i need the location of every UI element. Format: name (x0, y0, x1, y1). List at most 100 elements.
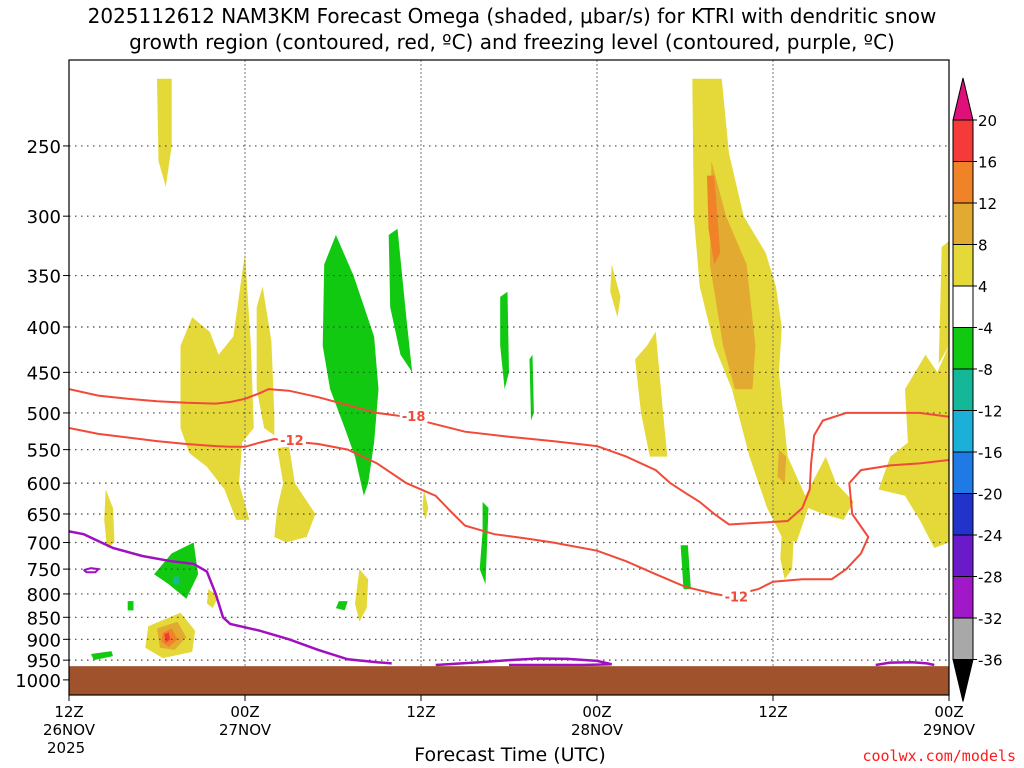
colorbar-label: -16 (978, 444, 1003, 462)
terrain-ground (69, 666, 949, 695)
y-tick-label: 500 (27, 404, 61, 425)
credit-text: coolwx.com/models (862, 747, 1016, 765)
freezing-level-arc (435, 657, 612, 667)
colorbar-bin (952, 202, 974, 245)
y-tick-label: 650 (27, 505, 61, 526)
colorbar-bin (952, 617, 974, 660)
omega-region (692, 78, 854, 543)
colorbar-label: -36 (978, 652, 1003, 670)
omega-region (500, 291, 509, 390)
y-tick-label: 400 (27, 318, 61, 339)
x-tick-date: 26NOV (43, 721, 96, 739)
x-tick-label: 12Z (406, 703, 435, 721)
y-tick-label: 1000 (15, 671, 61, 692)
omega-region (91, 651, 113, 661)
x-tick-label: 00Z (230, 703, 259, 721)
y-tick-label: 700 (27, 534, 61, 555)
omega-region (335, 601, 348, 611)
colorbar-bin (952, 493, 974, 536)
omega-region (422, 489, 429, 520)
colorbar-label: -32 (978, 610, 1003, 628)
omega-region (173, 576, 179, 585)
x-axis-label: Forecast Time (UTC) (414, 744, 606, 766)
omega-region (256, 286, 275, 436)
contour-minus12 (69, 427, 949, 598)
y-tick-label: 450 (27, 363, 61, 384)
omega-region (154, 542, 199, 599)
colorbar-label: 4 (978, 278, 988, 296)
colorbar-arrow-top (952, 77, 974, 121)
omega-region (777, 449, 787, 484)
omega-region (635, 331, 668, 457)
colorbar-label: 16 (978, 154, 997, 172)
y-tick-label: 300 (27, 207, 61, 228)
contour-minus18 (69, 388, 949, 526)
colorbar-bin (952, 119, 974, 162)
contour-label: -12 (280, 434, 304, 449)
contour-label-bg (277, 433, 306, 448)
colorbar-label: 20 (978, 112, 997, 130)
contour-label-bg (399, 408, 428, 423)
colorbar-bin (952, 534, 974, 577)
y-tick-label: 350 (27, 267, 61, 288)
colorbar-label: 8 (978, 237, 988, 255)
contour-label: -12 (725, 590, 749, 605)
freezing-level-line (69, 530, 392, 665)
omega-region (610, 264, 621, 318)
colorbar-bin (952, 327, 974, 370)
colorbar-bin (952, 285, 974, 328)
contour-label-bg (722, 589, 751, 604)
x-tick-label: 12Z (54, 703, 83, 721)
omega-region (878, 345, 949, 548)
colorbar-label: -12 (978, 403, 1003, 421)
omega-region (707, 175, 721, 265)
y-tick-label: 550 (27, 441, 61, 462)
x-tick-label: 00Z (934, 703, 963, 721)
colorbar-bin (952, 368, 974, 411)
colorbar-arrow-bottom (952, 659, 974, 702)
contour-label: -18 (402, 410, 426, 425)
colorbar-label: 12 (978, 195, 997, 213)
colorbar-bin (952, 451, 974, 494)
omega-region (206, 589, 219, 609)
y-tick-label: 250 (27, 137, 61, 158)
y-tick-label: 950 (27, 651, 61, 672)
x-tick-date: 27NOV (219, 721, 272, 739)
omega-region (322, 235, 379, 496)
omega-region (355, 569, 369, 622)
colorbar-bin (952, 161, 974, 204)
colorbar-bin (952, 410, 974, 453)
omega-region (164, 632, 171, 643)
y-tick-label: 800 (27, 585, 61, 606)
colorbar-label: -28 (978, 569, 1003, 587)
colorbar-bin (952, 576, 974, 619)
y-tick-label: 900 (27, 630, 61, 651)
freezing-level-loop (83, 567, 101, 574)
omega-region (680, 545, 691, 590)
omega-region (157, 78, 172, 187)
y-tick-label: 750 (27, 560, 61, 581)
omega-region (388, 228, 413, 373)
y-tick-label: 600 (27, 474, 61, 495)
x-tick-date: 28NOV (571, 721, 624, 739)
plot-frame (68, 59, 950, 696)
omega-region (180, 252, 254, 520)
colorbar-label: -24 (978, 527, 1003, 545)
chart-title-line2: growth region (contoured, red, ºC) and f… (129, 30, 895, 54)
omega-region (938, 241, 949, 364)
colorbar-label: -4 (978, 320, 993, 338)
colorbar-label: -20 (978, 486, 1003, 504)
y-tick-label: 850 (27, 608, 61, 629)
chart-title-line1: 2025112612 NAM3KM Forecast Omega (shaded… (87, 4, 937, 28)
x-tick-label: 00Z (582, 703, 611, 721)
omega-region (709, 161, 756, 390)
colorbar-label: -8 (978, 361, 993, 379)
x-tick-label: 12Z (758, 703, 787, 721)
colorbar-bin (952, 244, 974, 287)
omega-region (104, 489, 115, 548)
x-tick-date: 29NOV (923, 721, 976, 739)
freezing-level-arc (875, 660, 935, 667)
x-axis-year: 2025 (47, 739, 86, 757)
omega-region (127, 601, 134, 611)
